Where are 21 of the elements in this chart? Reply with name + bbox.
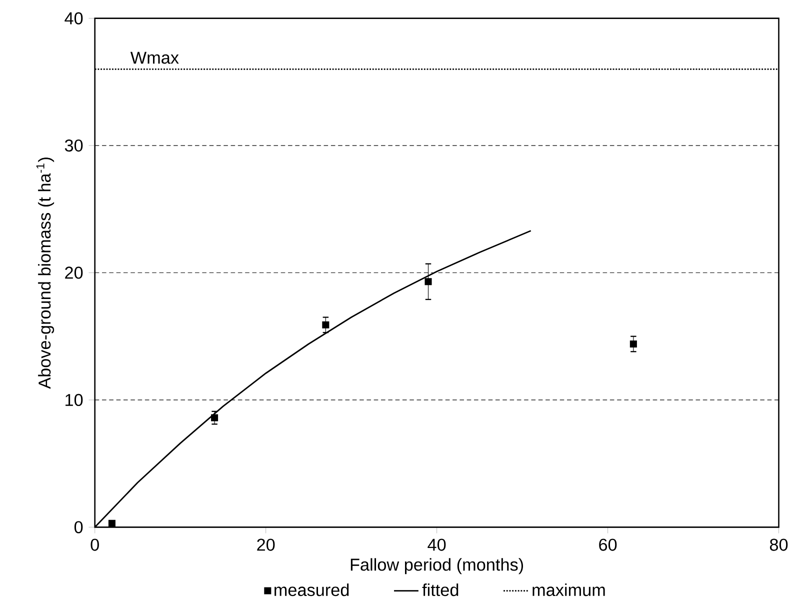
y-tick-label: 20	[65, 266, 83, 279]
y-tick-label: 10	[66, 394, 83, 406]
annotation: Wmax	[130, 52, 179, 64]
point	[424, 278, 432, 286]
y-tick-label: 40	[64, 12, 83, 24]
x-tick-label: 60	[599, 538, 617, 551]
legend-label: maximum	[532, 583, 605, 596]
x-tick-label: 0	[90, 538, 99, 551]
legend-label: measured	[274, 583, 349, 596]
point	[322, 321, 330, 328]
x-tick-label: 40	[428, 538, 446, 551]
legend-label: fitted	[422, 583, 458, 596]
x-tick-label: 80	[770, 538, 788, 551]
x-axis-title: Fallow period (months)	[350, 558, 523, 574]
y-tick-label: 30	[64, 139, 83, 152]
point	[630, 340, 637, 348]
y-tick-label: 0	[74, 521, 83, 534]
point	[211, 414, 218, 422]
x-tick-label: 20	[257, 538, 275, 551]
point	[108, 520, 116, 527]
y-axis-title: Above-ground biomass (t ha$^{-1}$)	[36, 158, 54, 389]
